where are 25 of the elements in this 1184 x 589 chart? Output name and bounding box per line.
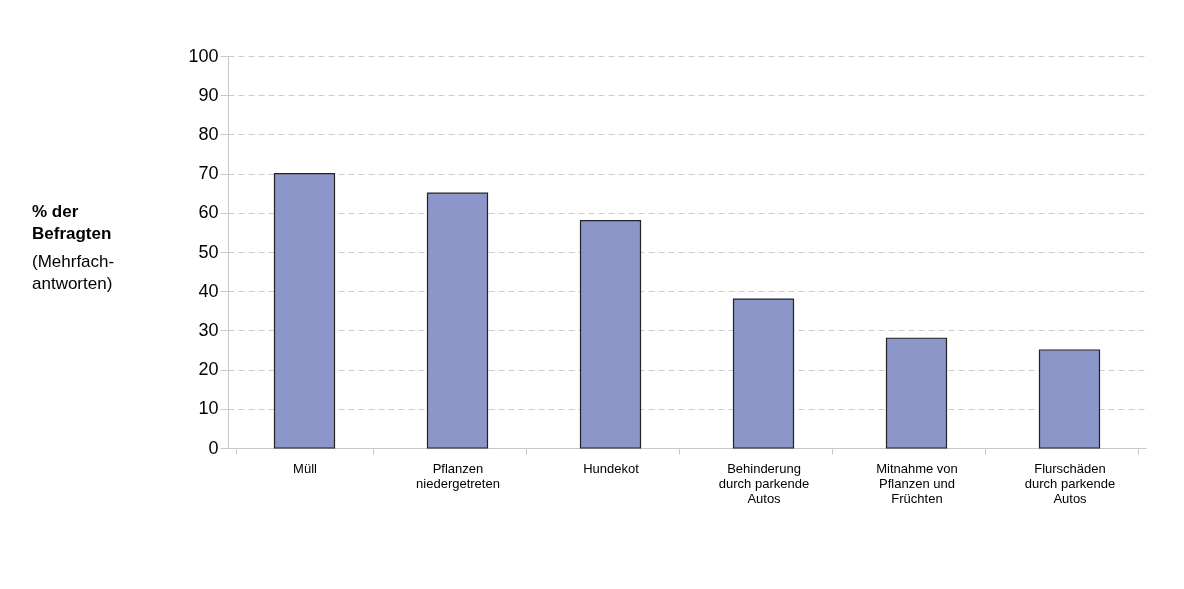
y-tick-label: 0	[208, 437, 219, 458]
y-tick-label: 50	[198, 241, 219, 262]
bar	[273, 173, 336, 449]
y-tick-label: 60	[198, 202, 219, 223]
text: (Mehrfach- antworten)	[32, 252, 115, 293]
y-axis-title: % der Befragten	[32, 202, 112, 243]
y-tick-label: 40	[198, 280, 219, 301]
y-tick-label: 10	[198, 398, 219, 419]
y-tick-label: 70	[198, 163, 219, 184]
bar	[885, 337, 948, 449]
y-tick-label: 80	[198, 123, 219, 144]
bar	[1038, 349, 1101, 449]
y-tick-label: 90	[198, 84, 219, 105]
x-tick-label: Hundekot	[583, 460, 640, 476]
bar	[579, 220, 642, 449]
bar	[426, 192, 489, 449]
y-tick-label: 20	[198, 359, 219, 380]
x-tick-label: Pflanzen niedergetreten	[416, 460, 500, 491]
x-tick-label: Behinderung durch parkende Autos	[718, 460, 810, 506]
x-tick-label: Mitnahme von Pflanzen und Früchten	[876, 460, 958, 506]
y-tick-label: 100	[188, 45, 219, 66]
x-tick-label: Müll	[293, 460, 318, 476]
x-tick-label: Flurschäden durch parkende Autos	[1024, 460, 1116, 506]
y-tick-label: 30	[198, 319, 219, 340]
bar	[732, 298, 795, 449]
